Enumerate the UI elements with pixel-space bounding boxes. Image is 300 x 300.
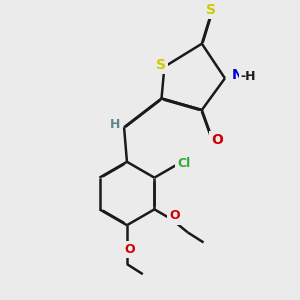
Text: O: O [211, 133, 223, 147]
Text: S: S [156, 58, 166, 72]
Text: O: O [169, 209, 180, 223]
Text: H: H [110, 118, 120, 131]
Text: Cl: Cl [177, 158, 190, 170]
Text: -H: -H [241, 70, 256, 83]
Text: O: O [124, 243, 135, 256]
Text: N: N [232, 68, 244, 83]
Text: S: S [206, 3, 216, 17]
